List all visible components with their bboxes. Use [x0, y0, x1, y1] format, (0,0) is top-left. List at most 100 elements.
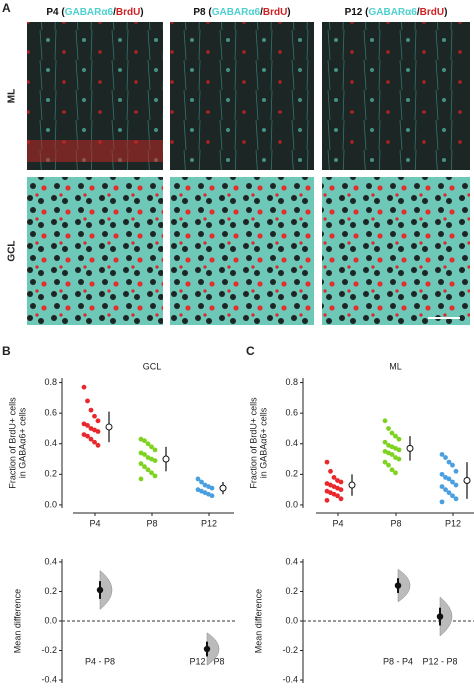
y-axis-label: in GABAα6+ cells [258, 407, 268, 478]
data-point [446, 459, 452, 465]
x-tick-label: P8 [146, 518, 157, 528]
y-tick-label: 0.0 [285, 615, 298, 625]
data-point [439, 452, 445, 457]
data-point [152, 458, 158, 463]
y-tick-label: 0.6 [44, 408, 57, 418]
micrograph [27, 177, 163, 325]
y-axis-label: Mean difference [12, 589, 22, 653]
y-tick-label: -0.4 [282, 674, 298, 684]
data-point [195, 476, 201, 482]
data-point [453, 468, 459, 474]
column-header: P4 (GABARα6/BrdU) [46, 7, 143, 18]
data-point [443, 455, 448, 460]
y-tick-label: 0.0 [44, 499, 57, 509]
header-part: GABARα6 [212, 7, 261, 18]
column-header: P8 (GABARα6/BrdU) [193, 7, 290, 18]
data-point [338, 496, 344, 502]
header-part: P4 ( [46, 7, 65, 18]
y-tick-label: -0.4 [41, 674, 57, 684]
data-point [95, 442, 101, 448]
micrograph [322, 22, 470, 170]
x-tick-label: P4 - P8 [85, 656, 115, 666]
row-label: GCL [7, 240, 18, 261]
y-tick-label: 0.2 [285, 586, 298, 596]
data-point [453, 482, 459, 488]
data-point [138, 461, 144, 467]
data-point [85, 398, 90, 404]
mean-marker [219, 484, 227, 492]
data-point [324, 459, 330, 465]
distribution [206, 632, 220, 666]
data-point [209, 493, 215, 499]
data-point [152, 473, 158, 479]
data-point [450, 493, 455, 499]
data-point [88, 407, 94, 413]
header-part: / [260, 7, 263, 18]
data-point [85, 433, 90, 439]
data-point [396, 436, 402, 442]
micrograph [170, 22, 314, 170]
column-header: P12 (GABARα6/BrdU) [345, 7, 448, 18]
data-point [338, 487, 344, 493]
header-part: ) [444, 7, 447, 18]
x-tick-label: P4 [89, 518, 100, 528]
header-part: ) [140, 7, 143, 18]
data-point [453, 496, 459, 502]
data-point [386, 426, 391, 431]
y-tick-label: 0.4 [285, 556, 298, 566]
header-part: GABARα6 [65, 7, 114, 18]
header-part: P12 ( [345, 7, 370, 18]
data-point [324, 497, 330, 503]
mean-marker [105, 423, 113, 431]
micrograph [322, 177, 470, 325]
panel-label: A [2, 1, 11, 15]
row-label: ML [7, 89, 18, 103]
data-point [439, 471, 445, 477]
panel-label: B [2, 344, 11, 358]
y-axis-label: in GABAα6+ cells [17, 407, 27, 478]
data-point [92, 413, 97, 419]
mean-difference [436, 613, 444, 620]
y-tick-label: 0.6 [285, 408, 298, 418]
header-part: ) [287, 7, 290, 18]
y-tick-label: 0.0 [44, 615, 57, 625]
x-tick-label: P4 [332, 518, 343, 528]
mean-marker [162, 455, 170, 463]
distribution [439, 596, 453, 637]
data-point [382, 439, 388, 445]
header-part: GABARα6 [368, 7, 417, 18]
data-point [446, 476, 452, 482]
header-part: BrdU [263, 7, 287, 18]
data-point [95, 429, 101, 434]
y-tick-label: 0.8 [285, 377, 298, 387]
y-axis-label: Mean difference [253, 589, 263, 653]
y-axis-label: Fraction of BrdU+ cells [248, 397, 258, 489]
data-point [209, 485, 215, 491]
data-point [138, 476, 144, 482]
data-point [335, 493, 340, 499]
data-point [142, 438, 147, 444]
y-tick-label: 0.8 [44, 377, 57, 387]
data-point [331, 475, 337, 480]
data-point [393, 470, 398, 476]
data-point [149, 444, 154, 450]
data-point [450, 479, 455, 485]
data-point [382, 459, 388, 465]
data-point [81, 384, 87, 390]
y-tick-label: 0.2 [44, 586, 57, 596]
micrograph [170, 177, 314, 325]
data-point [145, 441, 151, 447]
chart-title: ML [389, 361, 402, 371]
data-point [149, 470, 154, 476]
data-point [88, 436, 94, 442]
panel-label: C [246, 344, 255, 358]
header-part: BrdU [116, 7, 140, 18]
y-axis-label: Fraction of BrdU+ cells [7, 397, 17, 489]
distribution [99, 569, 113, 611]
data-point [382, 418, 388, 424]
data-point [396, 447, 402, 453]
data-point [328, 468, 333, 474]
data-point [396, 456, 402, 462]
